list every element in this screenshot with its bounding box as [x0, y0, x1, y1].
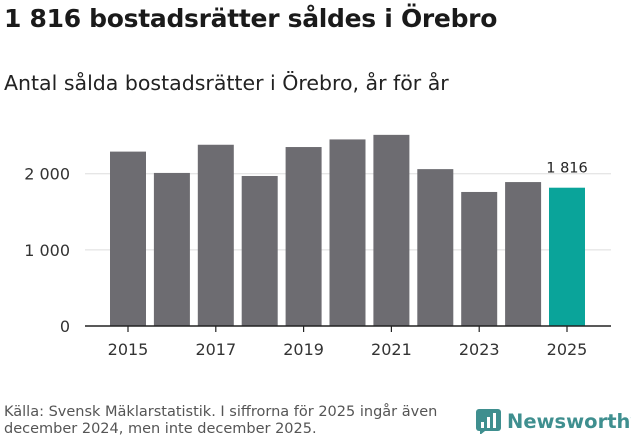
x-axis: 2015 2017 2019 2021 2023 2025	[85, 325, 611, 359]
bar-2020	[329, 139, 366, 326]
data-labels: 1 816	[546, 161, 588, 177]
y-tick-label: 2 000	[24, 165, 70, 184]
x-tick-label: 2015	[108, 340, 149, 359]
x-tick-label: 2023	[459, 340, 500, 359]
chart-subtitle: Antal sålda bostadsrätter i Örebro, år f…	[4, 71, 449, 95]
bars	[110, 134, 585, 326]
bar-2024	[505, 182, 542, 326]
x-tick-label: 2019	[283, 340, 324, 359]
bar-2015	[110, 151, 146, 326]
bar-2023	[461, 191, 498, 326]
data-label: 1 816	[546, 161, 588, 177]
bar-2018	[241, 175, 278, 326]
chart-title: 1 816 bostadsrätter såldes i Örebro	[4, 4, 498, 33]
brand-name: Newsworthy	[507, 410, 631, 433]
y-tick-label: 0	[60, 317, 70, 336]
y-axis-labels: 0 1 000 2 000	[24, 165, 70, 336]
bar-2016	[153, 172, 190, 326]
newsworthy-logo-icon	[476, 409, 501, 434]
bar-2025	[549, 187, 585, 326]
y-tick-label: 1 000	[24, 241, 70, 260]
x-tick-label: 2025	[547, 340, 588, 359]
source-note: Källa: Svensk Mäklarstatistik. I siffror…	[4, 404, 438, 437]
bar-2019	[285, 147, 322, 326]
x-tick-label: 2017	[195, 340, 236, 359]
x-tick-label: 2021	[371, 340, 412, 359]
bar-2022	[417, 169, 454, 326]
brand[interactable]: Newsworthy	[476, 409, 631, 434]
bar-2017	[197, 144, 234, 326]
bar-2021	[373, 134, 410, 326]
